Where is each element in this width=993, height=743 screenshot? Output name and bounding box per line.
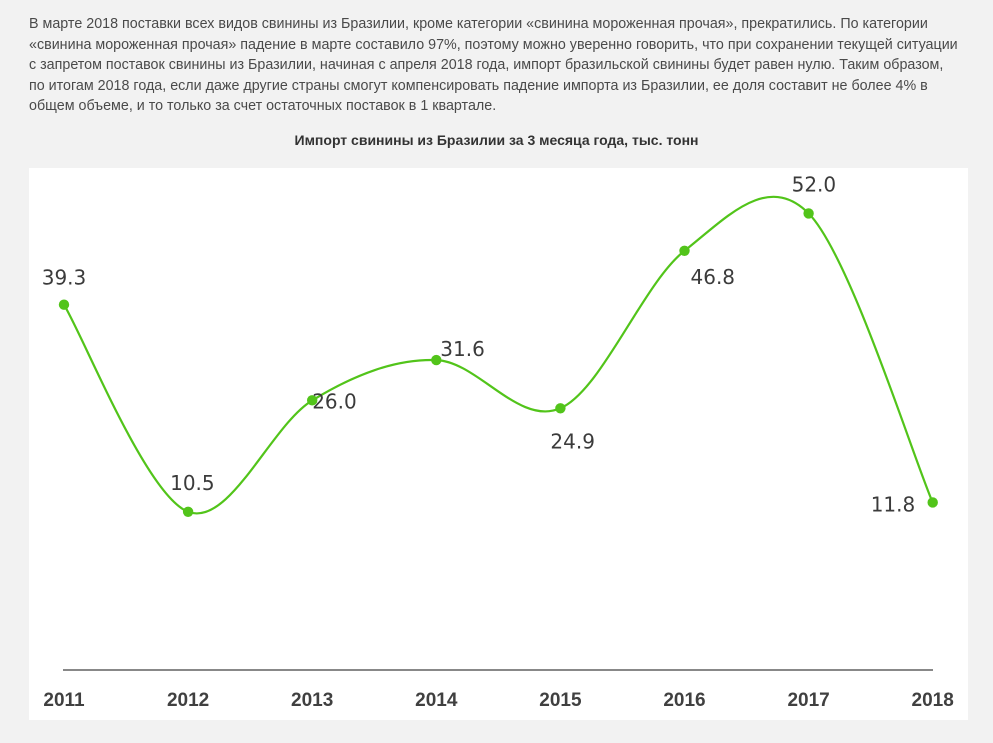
data-label-2015: 24.9 (550, 429, 595, 453)
data-label-2016: 46.8 (691, 265, 736, 289)
line-chart: 39.3 10.5 26.0 31.6 24.9 46.8 52.0 11.8 2011 2012… (42, 172, 954, 711)
intro-paragraph: В марте 2018 поставки всех видов свинины… (29, 16, 958, 114)
x-tick-label-2015: 2015 (539, 690, 582, 711)
data-point-2012 (182, 506, 194, 518)
chart-title: Импорт свинины из Бразилии за 3 месяца г… (294, 132, 699, 148)
data-label-2017: 52.0 (792, 172, 837, 196)
x-tick-label-2014: 2014 (415, 690, 458, 711)
x-tick-label-2018: 2018 (912, 690, 954, 711)
data-point-2015 (555, 403, 566, 414)
data-point-2018 (927, 497, 938, 508)
x-tick-label-2017: 2017 (787, 690, 829, 711)
x-tick-label-2012: 2012 (167, 690, 209, 711)
x-tick-label-2016: 2016 (663, 690, 705, 711)
series-line (63, 195, 934, 515)
data-point-2014 (431, 354, 442, 366)
data-label-2014: 31.6 (440, 337, 485, 361)
x-tick-label-2011: 2011 (43, 690, 85, 711)
data-point-2016 (679, 245, 690, 257)
x-tick-label-2013: 2013 (291, 690, 333, 711)
data-point-2013 (307, 395, 318, 406)
data-label-2013: 26.0 (312, 389, 357, 413)
data-label-2012: 10.5 (170, 471, 215, 495)
data-point-2017 (803, 208, 814, 219)
data-point-2011 (58, 299, 70, 310)
data-label-2018: 11.8 (871, 492, 916, 516)
chart-panel: 39.3 10.5 26.0 31.6 24.9 46.8 52.0 11.8 2011 2012… (29, 168, 968, 720)
data-label-2011: 39.3 (42, 266, 87, 290)
